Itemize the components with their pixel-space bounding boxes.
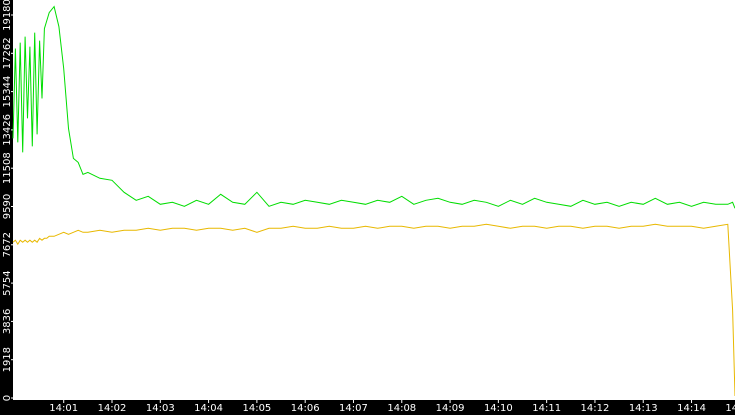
x-tick-label: 14:11 (532, 403, 561, 414)
x-tick-label: 14:12 (581, 403, 610, 414)
y-tick-label: 17262 (2, 37, 13, 69)
y-tick-label: 11508 (2, 152, 13, 184)
series-line (12, 223, 735, 397)
y-tick-label: 3836 (2, 309, 13, 334)
x-axis-strip (0, 400, 735, 415)
y-tick-label: 19180 (2, 0, 13, 31)
x-tick-label: 14:09 (436, 403, 465, 414)
y-tick-label: 0 (2, 395, 13, 401)
y-tick-label: 7672 (2, 232, 13, 257)
x-tick-label: 14:05 (242, 403, 271, 414)
x-tick-label: 14:08 (387, 403, 416, 414)
x-tick-label: 14:14 (677, 403, 706, 414)
y-tick-label: 1918 (2, 347, 13, 372)
series-line (12, 5, 735, 209)
x-tick-label: 14:03 (146, 403, 175, 414)
x-tick-label: 14:10 (484, 403, 513, 414)
x-tick-label: 14:15 (725, 403, 735, 414)
y-tick-label: 13426 (2, 114, 13, 146)
x-tick-label: 14:06 (291, 403, 320, 414)
y-tick-label: 15344 (2, 76, 13, 108)
y-tick-label: 5754 (2, 270, 13, 295)
x-tick-label: 14:04 (194, 403, 223, 414)
x-tick-label: 14:07 (339, 403, 368, 414)
y-axis-strip (0, 0, 13, 415)
x-tick-label: 14:13 (629, 403, 658, 414)
x-tick-label: 14:02 (98, 403, 127, 414)
y-tick-label: 9590 (2, 194, 13, 219)
x-tick-label: 14:01 (49, 403, 78, 414)
